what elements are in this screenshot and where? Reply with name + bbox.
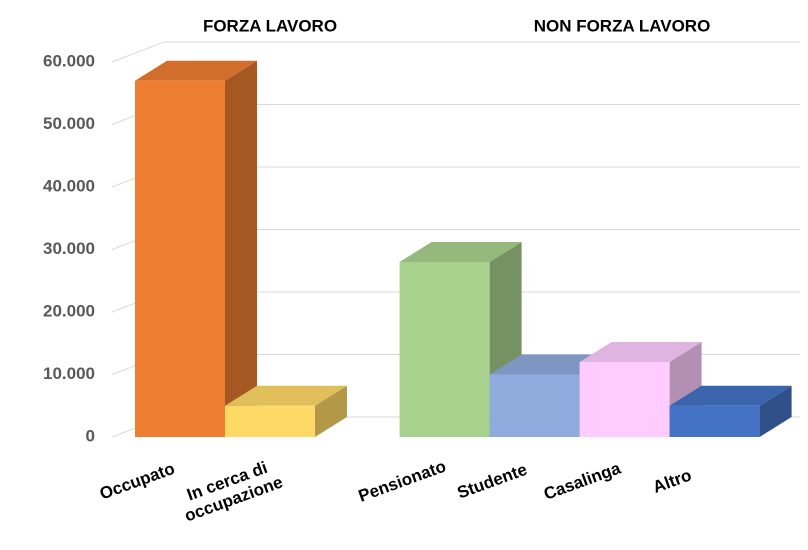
y-tick-label: 40.000 — [43, 176, 95, 195]
bar-side — [225, 60, 257, 437]
bar — [135, 60, 257, 437]
bar-top — [669, 385, 792, 406]
y-tick-label: 0 — [86, 426, 95, 445]
bar-front — [135, 80, 225, 437]
bar — [225, 385, 347, 437]
group-label: FORZA LAVORO — [203, 16, 337, 35]
bar-side — [759, 385, 792, 437]
bar-front — [489, 374, 580, 437]
bar-front — [399, 262, 490, 437]
bar-top — [579, 342, 702, 362]
group-label: NON FORZA LAVORO — [534, 16, 711, 35]
bar-side — [315, 385, 347, 437]
y-tick-label: 20.000 — [43, 301, 95, 320]
bar — [399, 242, 522, 437]
y-tick-label: 50.000 — [43, 114, 95, 133]
y-tick-label: 30.000 — [43, 239, 95, 258]
bar-front — [579, 362, 670, 437]
bar-top — [399, 242, 522, 262]
grid-line — [111, 41, 800, 63]
y-tick-label: 60.000 — [43, 51, 95, 70]
bar-front — [669, 405, 760, 437]
bar-front — [225, 405, 315, 437]
bar — [669, 385, 792, 437]
y-tick-label: 10.000 — [43, 364, 95, 383]
bar-top — [225, 385, 347, 406]
bar-top — [135, 60, 257, 81]
